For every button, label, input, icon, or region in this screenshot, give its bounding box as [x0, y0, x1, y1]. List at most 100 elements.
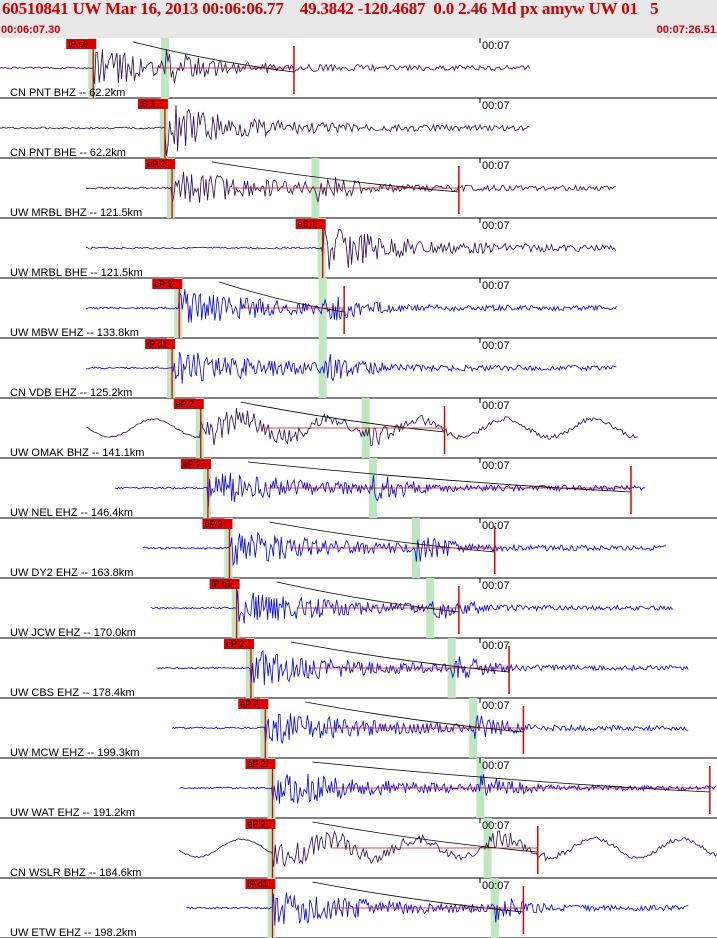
waveform — [179, 830, 717, 868]
station-label: CN VDB EHZ -- 125.2km — [10, 387, 132, 399]
coda-decay-curve — [240, 401, 445, 433]
time-tick-label: 00:07 — [482, 880, 510, 892]
station-label: UW CBS EHZ -- 178.4km — [10, 687, 135, 699]
station-label: UW MCW EHZ -- 199.3km — [10, 747, 140, 759]
coda-decay-curve — [312, 881, 524, 913]
trace-row[interactable]: iP c0 00:07 CN PNT BHZ -- 62.2km — [0, 38, 717, 99]
time-tick-label: 00:07 — [482, 280, 510, 292]
phase-pick-label: eP 2 — [204, 519, 222, 529]
trace-row[interactable]: iP d1 00:07 CN VDB EHZ -- 125.2km — [0, 338, 717, 399]
time-tick-label: 00:07 — [482, 40, 510, 52]
waveform — [150, 590, 674, 624]
trace-row[interactable]: iS 1 00:07 CN PNT BHE -- 62.2km — [0, 98, 717, 159]
time-end: 00:07:26.51 — [656, 24, 716, 36]
phase-pick-flag — [145, 159, 176, 169]
trace-row[interactable]: eP 2 00:07 UW WAT EHZ -- 191.2km — [0, 758, 717, 819]
trace-row[interactable]: eP 2 00:07 UW MRBL BHZ -- 121.5km — [0, 158, 717, 219]
phase-pick-flag — [137, 99, 168, 109]
trace-row[interactable]: eP 2 00:07 UW NEL EHZ -- 146.4km — [0, 458, 717, 519]
phase-pick-flag — [245, 759, 276, 769]
p-window-bar — [245, 638, 254, 698]
waveform — [0, 49, 530, 84]
waveform — [85, 408, 639, 446]
waveform — [179, 773, 717, 804]
trace-row[interactable]: eP 2 00:07 UW CBS EHZ -- 178.4km — [0, 638, 717, 699]
time-tick-label: 00:07 — [482, 100, 510, 112]
time-tick-label: 00:07 — [482, 760, 510, 772]
phase-pick-label: iP d1 — [147, 339, 167, 349]
phase-pick-label: eP 2 — [240, 699, 258, 709]
station-label: UW MRBL BHZ -- 121.5km — [10, 207, 142, 219]
phase-pick-flag — [238, 699, 269, 709]
time-tick-label: 00:07 — [482, 460, 510, 472]
station-label: UW NEL EHZ -- 146.4km — [10, 507, 133, 519]
phase-pick-flag — [295, 219, 326, 229]
trace-row[interactable]: eP 2 00:07 UW DY2 EHZ -- 163.8km — [0, 518, 717, 579]
time-tick-label: 00:07 — [482, 520, 510, 532]
time-tick-label: 00:07 — [482, 220, 510, 232]
station-label: CN PNT BHZ -- 62.2km — [10, 87, 125, 99]
station-label: CN WSLR BHZ -- 184.6km — [10, 867, 141, 879]
phase-pick-label: eP 2 — [247, 819, 265, 829]
event-title: 60510841 UW Mar 16, 2013 00:06:06.77 49.… — [2, 0, 659, 18]
time-start: 00:06:07.30 — [1, 24, 61, 36]
coda-decay-curve — [212, 161, 459, 193]
coda-decay-curve — [247, 461, 631, 493]
station-label: UW ETW EHZ -- 198.2km — [10, 927, 137, 938]
station-label: UW WAT EHZ -- 191.2km — [10, 807, 135, 819]
phase-pick-label: eP 2 — [226, 639, 244, 649]
station-label: UW DY2 EHZ -- 163.8km — [10, 567, 133, 579]
waveform — [85, 289, 617, 323]
time-tick-label: 00:07 — [482, 580, 510, 592]
p-window-bar — [267, 878, 276, 938]
station-label: UW OMAK BHZ -- 141.1km — [10, 447, 144, 459]
time-tick-label: 00:07 — [482, 340, 510, 352]
phase-pick-flag — [245, 819, 276, 829]
time-tick-label: 00:07 — [482, 160, 510, 172]
coda-decay-curve — [276, 581, 459, 613]
waveform — [85, 351, 617, 384]
trace-row[interactable]: eP 2 00:07 UW MCW EHZ -- 199.3km — [0, 698, 717, 759]
phase-pick-label: eP 2 — [147, 159, 165, 169]
station-label: CN PNT BHE -- 62.2km — [10, 147, 126, 159]
phase-pick-label: iP c1 — [212, 579, 232, 589]
trace-row[interactable]: iP d1 00:07 UW ETW EHZ -- 198.2km — [0, 878, 717, 938]
coda-decay-curve — [290, 641, 510, 673]
p-window-bar — [224, 518, 233, 578]
waveform — [114, 472, 646, 508]
waveform — [85, 171, 616, 203]
waveform — [171, 713, 689, 745]
station-label: UW MBW EHZ -- 133.8km — [10, 327, 139, 339]
station-label: UW JCW EHZ -- 170.0km — [10, 627, 136, 639]
phase-pick-flag — [173, 399, 204, 409]
header-bar: 60510841 UW Mar 16, 2013 00:06:06.77 49.… — [0, 0, 717, 38]
waveform — [0, 104, 530, 156]
phase-pick-flag — [245, 879, 276, 889]
phase-pick-flag — [180, 459, 211, 469]
time-tick-label: 00:07 — [482, 820, 510, 832]
time-tick-label: 00:07 — [482, 700, 510, 712]
station-label: UW MRBL BHE -- 121.5km — [10, 267, 143, 279]
trace-row[interactable]: eS 1 00:07 UW MRBL BHE -- 121.5km — [0, 218, 717, 279]
phase-pick-label: eP 2 — [176, 399, 194, 409]
waveform — [143, 531, 667, 567]
phase-pick-flag — [152, 279, 183, 289]
coda-decay-curve — [305, 701, 524, 733]
phase-pick-flag — [209, 579, 240, 589]
time-tick-label: 00:07 — [482, 400, 510, 412]
trace-row[interactable]: eP 2 00:07 CN WSLR BHZ -- 184.6km — [0, 818, 717, 879]
time-tick-label: 00:07 — [482, 640, 510, 652]
waveform — [157, 649, 689, 686]
coda-decay-curve — [269, 521, 495, 553]
phase-pick-label: eP 2 — [247, 759, 265, 769]
phase-pick-label: iP c0 — [68, 39, 88, 49]
phase-pick-flag — [202, 519, 233, 529]
trace-row[interactable]: iP c1 00:07 UW JCW EHZ -- 170.0km — [0, 578, 717, 639]
phase-pick-flag — [145, 339, 176, 349]
phase-pick-label: eS 1 — [298, 219, 317, 229]
phase-pick-flag — [66, 39, 97, 49]
phase-pick-label: iS 1 — [140, 99, 156, 109]
trace-row[interactable]: eP 2 00:07 UW MBW EHZ -- 133.8km — [0, 278, 717, 339]
trace-row[interactable]: eP 2 00:07 UW OMAK BHZ -- 141.1km — [0, 398, 717, 459]
